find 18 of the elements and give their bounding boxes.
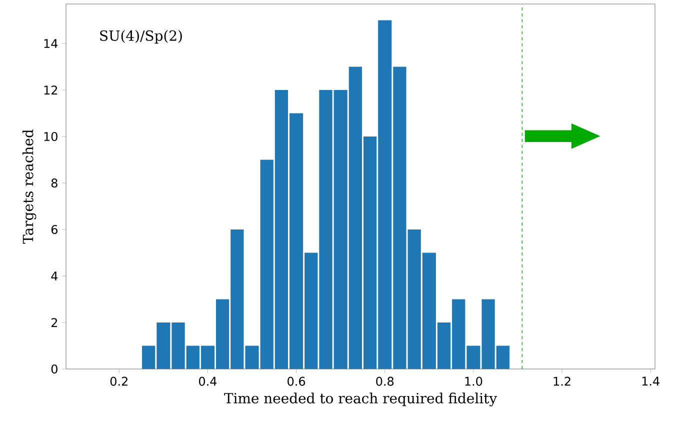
x-tick-label: 0.2 [110, 376, 128, 386]
x-axis-title: Time needed to reach required fidelity [224, 392, 498, 406]
y-tick-label: 2 [52, 318, 58, 327]
x-tick-label: 0.8 [376, 376, 394, 386]
y-tick-label: 14 [44, 39, 58, 48]
y-tick-label: 8 [51, 178, 58, 188]
text: SU(4)/Sp(2) [100, 30, 182, 44]
y-tick-label: 0 [51, 364, 58, 374]
x-tick-label: 0.4 [198, 376, 217, 386]
y-tick-label: 10 [44, 132, 58, 142]
x-tick-label: 1.2 [554, 376, 570, 386]
y-axis-title: Targets reached [22, 130, 36, 244]
x-tick-label: 1.4 [642, 376, 660, 386]
x-tick-label: 1.0 [465, 376, 482, 386]
x-tick-label: 0.6 [288, 376, 306, 386]
y-tick-label: 6 [51, 224, 58, 234]
y-tick-label: 12 [44, 86, 58, 94]
y-tick-label: 4 [51, 272, 58, 280]
